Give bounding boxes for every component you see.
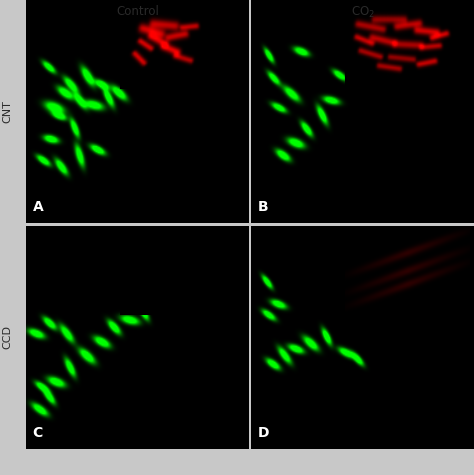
- Text: D: D: [258, 426, 270, 440]
- Text: C: C: [33, 426, 43, 440]
- Text: CO$_2$: CO$_2$: [351, 5, 375, 20]
- Text: Control: Control: [116, 5, 159, 18]
- Text: B: B: [258, 200, 269, 214]
- Text: A: A: [33, 200, 44, 214]
- Text: CNT: CNT: [2, 100, 12, 123]
- Text: CCD: CCD: [2, 325, 12, 350]
